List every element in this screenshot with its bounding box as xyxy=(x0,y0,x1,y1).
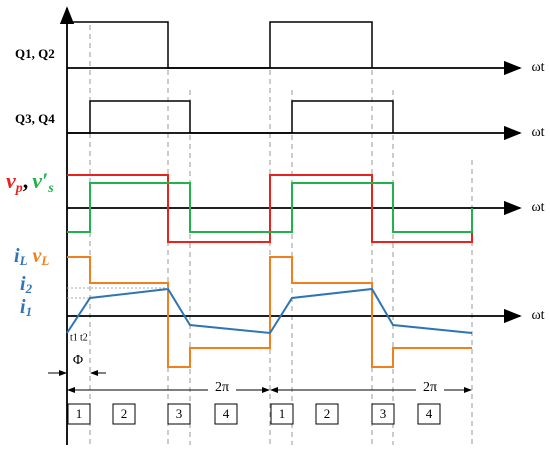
phi-label: Φ xyxy=(73,353,83,368)
il-wave xyxy=(66,287,473,335)
label-bg xyxy=(416,382,444,396)
axis-label: ωt xyxy=(531,308,544,323)
vl-wave xyxy=(67,256,472,368)
vp-wave xyxy=(67,174,473,243)
i2-sub: 2 xyxy=(25,281,33,296)
i1-label: i1 xyxy=(20,296,32,319)
time-axes xyxy=(67,60,522,324)
i1-sub: 1 xyxy=(26,304,33,319)
interval-label: 2 xyxy=(121,406,128,421)
vs-sub: s xyxy=(47,181,54,196)
i1: i xyxy=(20,296,26,318)
axis-label: ωt xyxy=(531,60,544,75)
interval-box xyxy=(214,403,238,425)
il-sub: L xyxy=(19,253,28,268)
interval-label: 3 xyxy=(380,406,387,421)
vp: v xyxy=(6,168,16,193)
period-label: 2π xyxy=(423,380,437,395)
vp-sub: p xyxy=(15,181,23,196)
interval-box xyxy=(371,403,395,425)
interval-boxes: 1 2 3 4 1 2 3 4 xyxy=(67,403,441,425)
interval-label: 4 xyxy=(426,406,433,421)
interval-label: 1 xyxy=(279,406,286,421)
interval-label: 1 xyxy=(76,406,83,421)
vs-wave xyxy=(67,182,473,233)
interval-label: 2 xyxy=(324,406,331,421)
interval-box xyxy=(417,403,441,425)
label-bg xyxy=(208,382,236,396)
interval-box xyxy=(315,403,339,425)
vl-sub: L xyxy=(40,253,49,268)
q34-wave xyxy=(67,100,394,134)
interval-box xyxy=(67,403,91,425)
vp-label: vp, v′s xyxy=(6,168,54,196)
il-vl-label: iL vL xyxy=(14,245,49,268)
interval-label: 4 xyxy=(223,406,230,421)
interval-box xyxy=(167,403,191,425)
interval-box xyxy=(270,403,294,425)
period-label: 2π xyxy=(215,380,229,395)
i2-label: i2 xyxy=(20,273,33,296)
interval-box xyxy=(112,403,136,425)
il: i xyxy=(14,245,20,267)
i2: i xyxy=(20,273,26,295)
level-guides xyxy=(67,287,168,299)
time-label: t1 xyxy=(70,332,78,343)
dashed-guides xyxy=(89,25,473,445)
signal-label: Q1, Q2 xyxy=(15,46,55,61)
interval-label: 3 xyxy=(176,406,183,421)
q12-wave xyxy=(67,21,373,69)
axis-label: ωt xyxy=(531,125,544,140)
vs: v′ xyxy=(32,168,48,193)
axis-label: ωt xyxy=(531,200,544,215)
sep: , xyxy=(23,168,29,193)
time-label: t2 xyxy=(80,332,88,343)
vl: v xyxy=(33,245,43,267)
signal-label: Q3, Q4 xyxy=(15,111,55,126)
